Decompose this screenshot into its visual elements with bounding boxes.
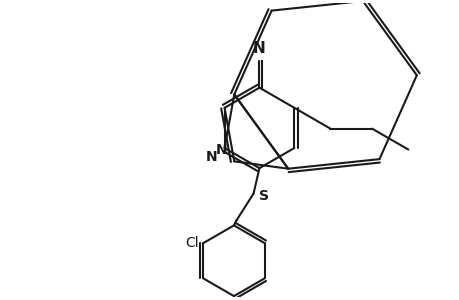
Text: N: N [205,151,217,164]
Text: Cl: Cl [185,236,198,250]
Text: S: S [259,189,269,203]
Text: N: N [215,143,226,158]
Text: N: N [252,41,265,56]
